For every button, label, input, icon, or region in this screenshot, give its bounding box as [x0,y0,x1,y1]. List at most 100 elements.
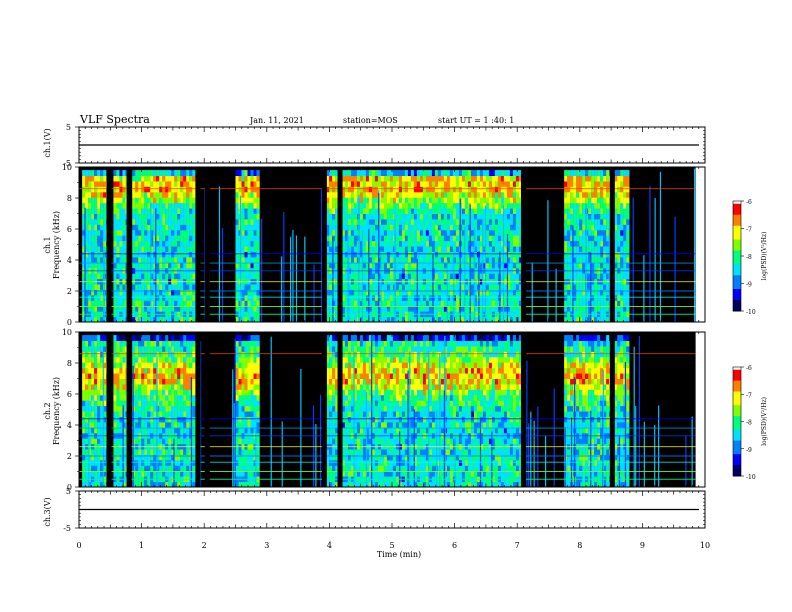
colorbar-cell [733,305,741,309]
colorbar-cell [733,437,741,442]
colorbar-tick-label: -9 [746,447,752,454]
colorbar-cell [733,236,741,240]
data-gap [126,167,132,322]
active-segment [235,170,260,323]
data-gap [520,167,526,322]
freq-tick-label: 8 [67,359,72,368]
data-gap [106,332,112,487]
colorbar-cell [733,245,741,249]
data-gap [204,332,210,487]
x-tick-label: 6 [452,541,457,550]
colorbar-cell [733,253,741,257]
colorbar-cell [733,201,741,205]
colorbar-cell [733,242,741,246]
colorbar-cell [733,297,741,301]
data-gap [321,332,327,487]
colorbar-tick-label: -8 [746,420,752,427]
x-tick-label: 9 [640,541,645,550]
colorbar-cell [733,383,741,387]
colorbar-cell [733,451,741,455]
data-gap [337,332,343,487]
data-gap [337,167,343,322]
data-gap [204,167,210,322]
colorbar-cell [733,269,741,273]
active-segment [113,170,129,323]
colorbar-tick-label: -10 [746,474,756,481]
x-tick-label: 8 [577,541,582,550]
data-gap [106,167,112,322]
colorbar-cell [733,459,741,463]
colorbar-cell [733,432,741,436]
colorbar-cell [733,391,741,395]
ch3-wave-ylabel: ch.3(V) [43,497,52,526]
colorbar-cell [733,231,741,235]
freq-tick-label: 4 [67,421,72,430]
colorbar-cell [733,462,741,466]
colorbar-cell [733,275,741,279]
colorbar-cell [733,206,741,210]
colorbar-cell [733,407,741,412]
station-label: station=MOS [343,116,398,125]
colorbar-cell [733,234,741,238]
x-axis-label: Time (min) [377,550,421,559]
data-gap [520,332,526,487]
active-segment [82,335,110,488]
colorbar-cell [733,217,741,221]
ch2-spec-ylabel-channel: ch.2 [43,402,52,419]
ch3-waveform-panel: 5 -5 [63,487,706,533]
colorbar-cell [733,261,741,265]
active-segment [82,170,110,323]
x-tick-label: 10 [700,541,710,550]
colorbar-tick-label: -7 [746,227,752,234]
colorbar-tick-label: -6 [746,365,752,372]
colorbar-cell [733,467,741,472]
colorbar-cell [733,410,741,414]
colorbar-label: log(PSD)(V²/Hz) [761,232,768,281]
active-segment [564,170,613,323]
active-segment [132,170,196,323]
colorbar-tick-label: -7 [746,392,752,399]
active-segment [614,170,630,323]
colorbar-cell [733,394,741,398]
colorbar-cell [733,440,741,444]
freq-tick-label: 6 [67,390,72,399]
active-segment [113,335,129,488]
colorbar-cell [733,380,741,384]
data-gap [321,167,327,322]
date-label: Jan. 11, 2021 [249,116,304,125]
freq-tick-label: 0 [67,318,72,327]
x-tick-label: 1 [139,541,144,550]
freq-tick-label: 10 [62,328,72,337]
colorbar-cell [733,283,741,287]
freq-tick-label: 6 [67,225,72,234]
colorbar-cell [733,272,741,276]
start-ut-label: start UT = 1 :40: 1 [438,116,514,125]
ch2-colorbar: -6 -7 -8 -9 -10 log(PSD)(V²/Hz) [732,365,768,481]
colorbar-cell [733,448,741,452]
colorbar-cell [733,377,741,382]
x-tick-label: 5 [389,541,394,550]
ch1-spectrogram-panel: 0 2 4 6 8 10 [62,163,706,327]
y-tick-label: 5 [66,487,71,496]
ch2-spectrogram-panel: 0 2 4 6 8 10 [62,328,706,492]
colorbar-cell [733,372,741,376]
colorbar-cell [733,435,741,439]
active-segment [341,335,523,488]
colorbar-cell [733,214,741,218]
data-gap [609,167,615,322]
ch1-wave-ylabel: ch.1(V) [43,128,52,157]
data-gap [195,167,201,322]
colorbar-cell [733,456,741,461]
ch1-waveform-panel: 5 -5 [63,123,706,168]
colorbar-cell [733,300,741,304]
colorbar-cell [733,203,741,207]
colorbar-cell [733,446,741,450]
data-gap [609,332,615,487]
colorbar-cell [733,413,741,417]
active-segment [614,335,630,488]
colorbar-label: log(PSD)(V²/Hz) [761,397,768,446]
colorbar-cell [733,405,741,409]
colorbar-cell [733,421,741,425]
colorbar-cell [733,286,741,290]
